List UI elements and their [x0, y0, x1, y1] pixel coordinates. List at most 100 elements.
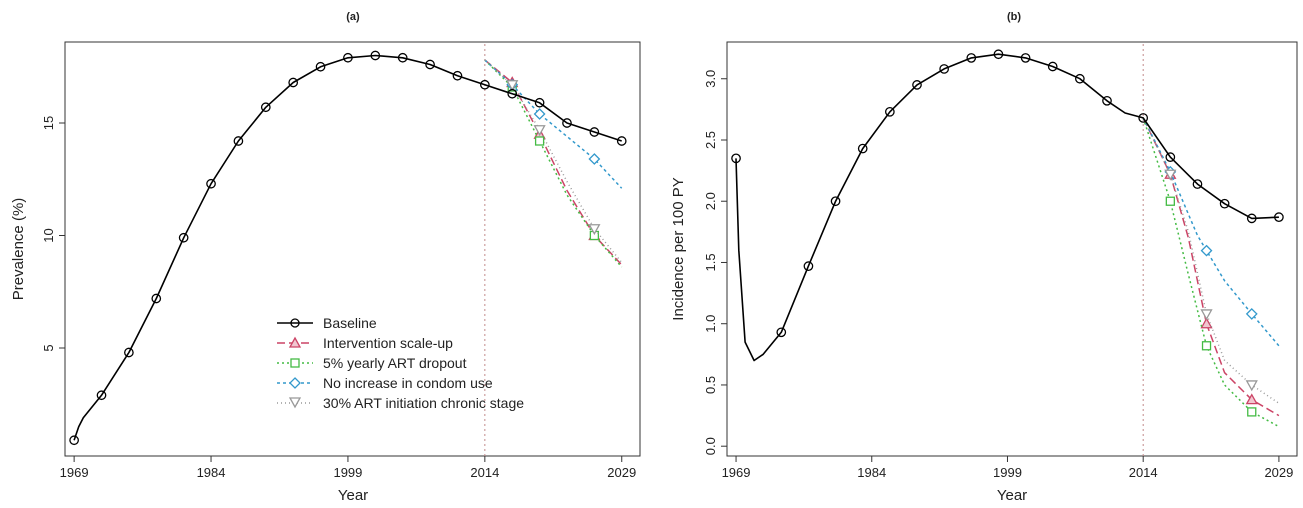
panel-a-ytick-label: 15	[41, 116, 56, 130]
legend-label-art-dropout: 5% yearly ART dropout	[323, 355, 467, 371]
panel-b-marker-baseline	[1075, 73, 1085, 84]
panel-b-xtick-label: 1999	[993, 465, 1022, 480]
panel-b-marker-baseline	[857, 143, 868, 154]
panel-a-series-5-yearly-art-dropout	[484, 59, 623, 268]
panel-b-marker-baseline	[830, 196, 841, 207]
panel-b-ytick-label: 2.5	[703, 131, 718, 149]
panel-b-marker-baseline	[1165, 152, 1176, 162]
legend-marker-art-dropout	[290, 358, 300, 368]
panel-b-marker-baseline	[993, 49, 1004, 60]
panel-a-series-baseline	[73, 54, 622, 441]
panel-a-marker-baseline	[589, 127, 600, 137]
panel-b-marker-baseline	[966, 53, 977, 63]
legend-item-intervention: Intervention scale-up	[277, 335, 453, 351]
panel-a-title: (a)	[346, 11, 360, 23]
panel-b-ylabel: Incidence per 100 PY	[670, 177, 687, 320]
panel-a-xtick-label: 1999	[333, 465, 362, 480]
panel-a-marker-baseline	[562, 118, 572, 128]
legend-item-baseline: Baseline	[277, 315, 377, 331]
panel-a-marker-baseline	[260, 102, 271, 113]
panel-a: (a) 1969 1984 1999 2014 2029 5 10 15 Year Preva…	[10, 11, 641, 504]
panel-a-marker-no-increase-in-condom-use	[533, 108, 546, 120]
panel-b-marker-baseline	[731, 153, 741, 164]
panel-a-marker-baseline	[151, 293, 162, 304]
panel-a-ylabel: Prevalence (%)	[10, 198, 27, 301]
panel-a-marker-baseline	[343, 52, 353, 63]
panel-a-marker-baseline	[178, 232, 189, 243]
panel-b-marker-30-art-initiation-chronic-stage	[1164, 169, 1177, 181]
panel-b-xtick-label: 2014	[1129, 465, 1158, 480]
panel-a-ytick-label: 10	[41, 228, 56, 242]
panel-b-content: 1969 1984 1999 2014 2029 0.0 0.5 1.0 1.5 2.0 2.5 3.…	[703, 44, 1293, 480]
panel-a-marker-baseline	[425, 59, 435, 70]
panel-a-content: 1969 1984 1999 2014 2029 5 10 15	[41, 44, 636, 480]
panel-b-series-intervention-scale-up	[1142, 117, 1280, 417]
panel-b-ytick-label: 1.0	[703, 315, 718, 333]
panel-a-marker-baseline	[452, 70, 463, 81]
panel-a-marker-baseline	[616, 136, 627, 146]
panel-b-marker-baseline	[912, 80, 922, 90]
panel-b-marker-baseline	[1047, 61, 1058, 72]
panel-b-marker-baseline	[803, 261, 814, 271]
panel-b-ytick-label: 2.0	[703, 192, 718, 210]
panel-b-marker-baseline	[1274, 212, 1284, 223]
panel-b-series-5-yearly-art-dropout	[1142, 117, 1280, 428]
panel-a-xtick-label: 1984	[197, 465, 226, 480]
legend-marker-intervention	[288, 336, 302, 348]
panel-b-xtick-label: 1969	[722, 465, 751, 480]
panel-b-ytick-label: 1.5	[703, 253, 718, 271]
panel-b-marker-30-art-initiation-chronic-stage	[1245, 380, 1258, 392]
panel-a-xtick-label: 2014	[470, 465, 499, 480]
panel-b-marker-baseline	[1219, 198, 1230, 209]
legend: Baseline Intervention scale-up 5% yearly…	[277, 315, 524, 411]
panel-a-marker-30-art-initiation-chronic-stage	[588, 224, 601, 236]
panel-a-marker-no-increase-in-condom-use	[588, 153, 601, 165]
panel-b-marker-baseline	[1138, 113, 1149, 123]
legend-marker-no-condom	[289, 377, 301, 389]
panel-b-marker-no-increase-in-condom-use	[1245, 307, 1258, 320]
panel-a-marker-baseline	[507, 88, 518, 99]
panel-a-marker-30-art-initiation-chronic-stage	[506, 80, 519, 92]
panel-a-xtick-label: 2029	[607, 465, 636, 480]
panel-a-xtick-label: 1969	[60, 465, 89, 480]
panel-a-marker-baseline	[96, 390, 107, 401]
panel-a-marker-baseline	[233, 136, 244, 146]
panel-b-marker-baseline	[1020, 53, 1031, 63]
panel-b-xtick-label: 2029	[1264, 465, 1293, 480]
legend-label-no-condom: No increase in condom use	[323, 375, 493, 391]
panel-b-marker-5-yearly-art-dropout	[1247, 407, 1257, 417]
panel-b-title: (b)	[1007, 11, 1021, 23]
panel-a-marker-baseline	[397, 52, 408, 63]
panel-b-marker-baseline	[1102, 95, 1112, 106]
legend-item-art-dropout: 5% yearly ART dropout	[277, 355, 467, 371]
panel-b-ytick-label: 3.0	[703, 70, 718, 88]
panel-a-series-intervention-scale-up	[484, 59, 623, 266]
panel-b-marker-baseline	[1246, 213, 1257, 224]
panel-b-series-30-art-initiation-chronic-stage	[1142, 117, 1280, 404]
legend-item-no-condom: No increase in condom use	[277, 375, 493, 391]
panel-b-marker-baseline	[885, 106, 895, 117]
panel-a-marker-baseline	[315, 61, 326, 72]
panel-a-marker-5-yearly-art-dropout	[534, 136, 545, 146]
panel-b-marker-5-yearly-art-dropout	[1165, 196, 1175, 206]
panel-b-marker-baseline	[776, 327, 787, 338]
panel-b-plot-frame	[726, 41, 1298, 457]
panel-b-series-no-increase-in-condom-use	[1142, 117, 1280, 347]
panel-a-marker-baseline	[534, 97, 545, 108]
panel-a-xlabel: Year	[338, 487, 368, 504]
legend-label-intervention: Intervention scale-up	[323, 335, 453, 351]
legend-marker-chronic-stage	[288, 397, 302, 409]
panel-a-marker-baseline	[69, 435, 79, 446]
panel-a-marker-baseline	[288, 77, 299, 88]
legend-item-chronic-stage: 30% ART initiation chronic stage	[277, 395, 524, 411]
panel-b: (b) 1969 1984 1999 2014 2029 0.0 0.5 1.0 1.5 2.0 2…	[670, 11, 1298, 504]
panel-b-marker-no-increase-in-condom-use	[1200, 244, 1213, 257]
legend-marker-baseline	[290, 318, 300, 328]
legend-label-baseline: Baseline	[323, 315, 377, 331]
panel-b-marker-30-art-initiation-chronic-stage	[1200, 309, 1213, 321]
panel-b-xlabel: Year	[997, 487, 1027, 504]
panel-b-marker-baseline	[1192, 179, 1203, 189]
panel-b-marker-baseline	[939, 64, 949, 74]
legend-label-chronic-stage: 30% ART initiation chronic stage	[323, 395, 524, 411]
